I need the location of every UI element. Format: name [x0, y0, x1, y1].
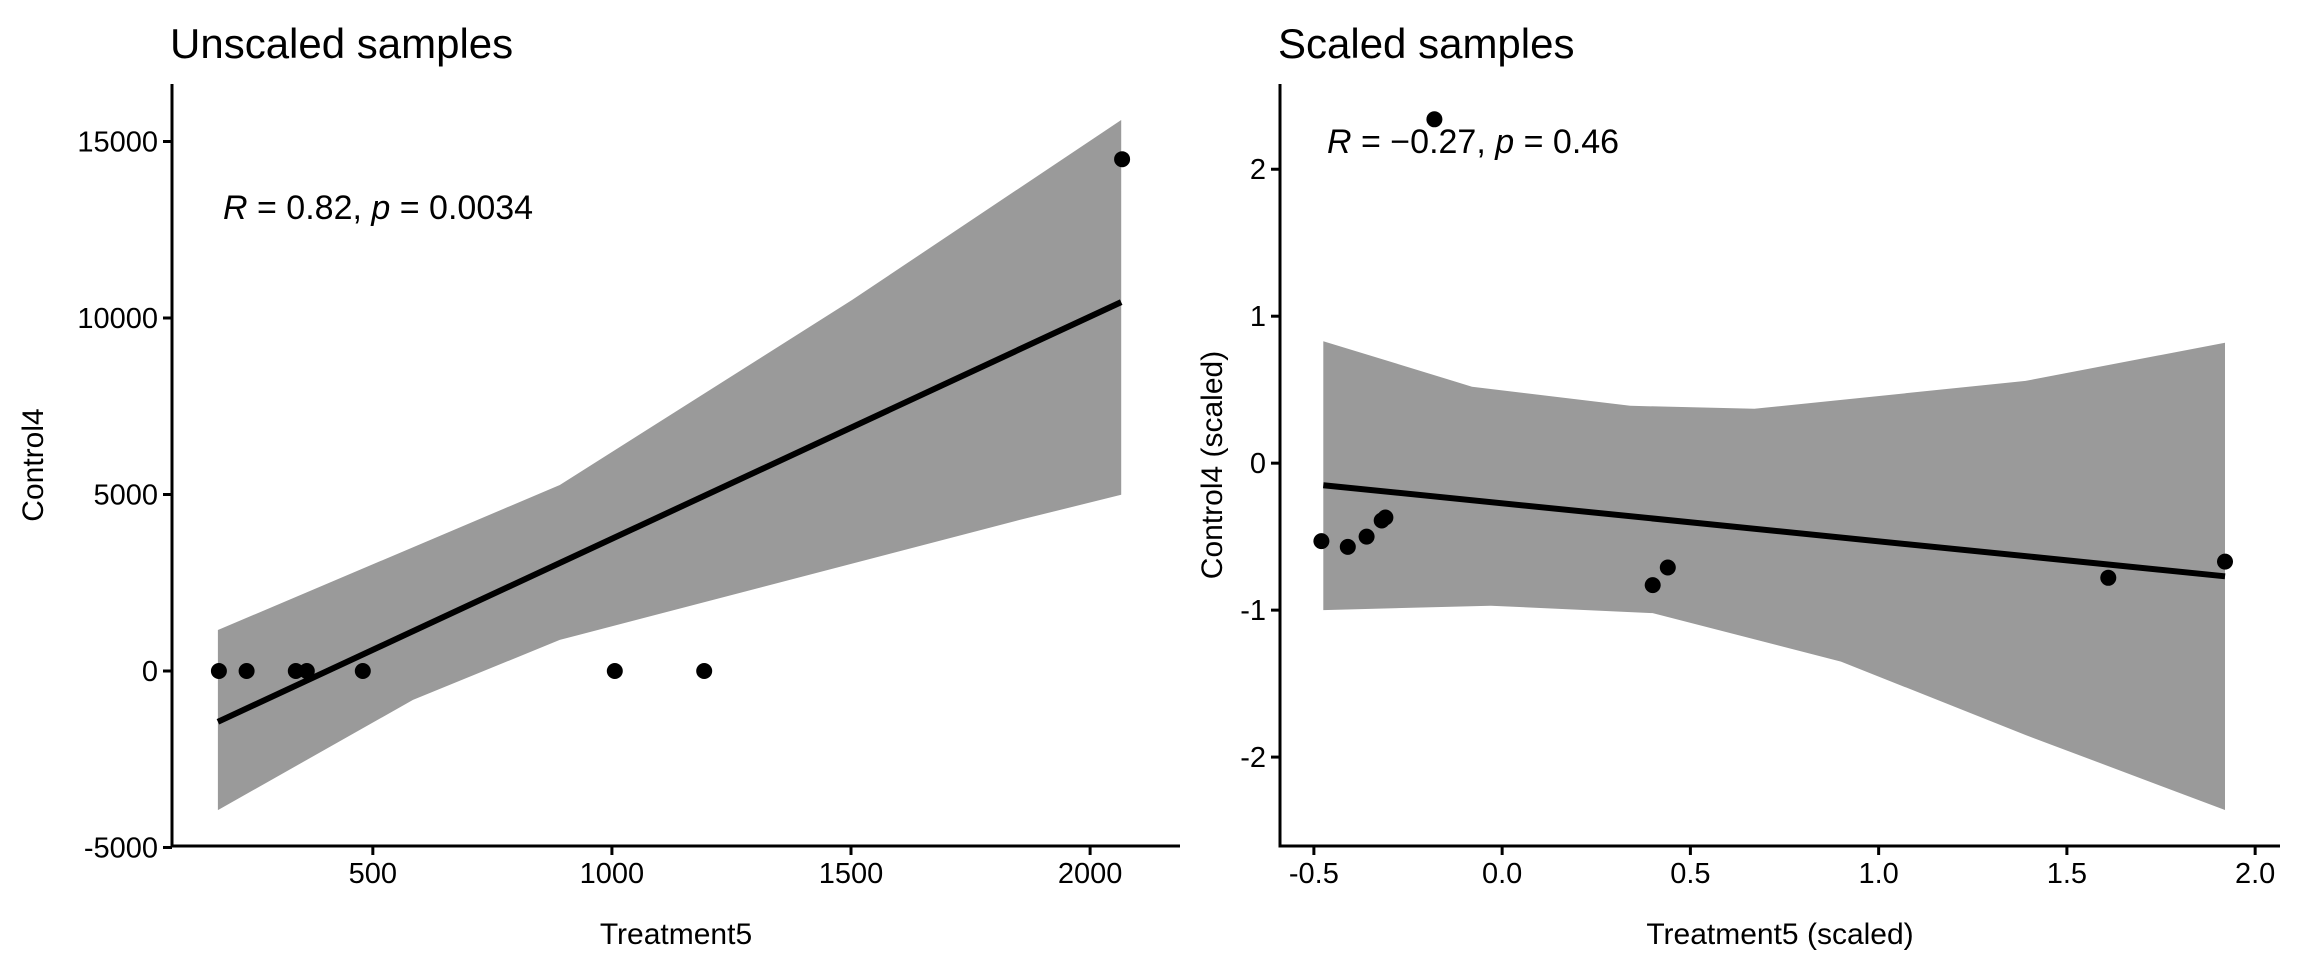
y-tick-label: 5000	[93, 479, 158, 511]
p-value: = 0.0034	[390, 189, 534, 227]
data-point	[1313, 533, 1330, 550]
data-point	[298, 663, 315, 679]
correlation-annotation-scaled: R = −0.27, p = 0.46	[1327, 123, 1619, 162]
r-value: = −0.27,	[1351, 123, 1496, 161]
y-tick-label: 1	[1250, 301, 1266, 333]
y-tick-label: 0	[1250, 448, 1266, 480]
data-point	[210, 663, 227, 679]
regression-line	[216, 299, 1123, 725]
x-tick-label: 500	[349, 858, 397, 890]
y-tick-label: 10000	[77, 303, 158, 335]
x-tick-label: 0.0	[1482, 858, 1522, 890]
data-point	[1659, 559, 1676, 576]
x-axis-title-unscaled: Treatment5	[599, 918, 753, 951]
y-tick-label: 2	[1250, 154, 1266, 186]
data-point	[1114, 151, 1131, 168]
data-point	[606, 663, 623, 679]
y-tick-label: 15000	[77, 127, 158, 159]
data-point	[1426, 111, 1443, 128]
plot-title-scaled: Scaled samples	[1278, 20, 1575, 67]
data-point	[1644, 577, 1661, 594]
y-tick-label: -1	[1240, 595, 1266, 627]
x-tick-label: 1.0	[1858, 858, 1898, 890]
x-tick-label: 2000	[1058, 858, 1123, 890]
p-symbol: p	[371, 189, 391, 227]
regression-line	[1322, 482, 2226, 580]
x-tick-label: 2.0	[2235, 858, 2275, 890]
data-point	[287, 663, 304, 679]
y-tick-label: -2	[1240, 742, 1266, 774]
data-point	[2100, 569, 2117, 586]
data-point	[2217, 553, 2233, 570]
y-tick-label: -5000	[84, 832, 158, 864]
x-tick-label: 1500	[819, 858, 884, 890]
y-axis-title-scaled: Control4 (scaled)	[1196, 350, 1229, 580]
y-tick-label: 0	[142, 656, 158, 688]
p-symbol: p	[1495, 123, 1515, 161]
x-tick-label: 1.5	[2047, 858, 2087, 890]
data-point	[1339, 538, 1356, 555]
confidence-band	[1323, 341, 2225, 810]
data-point	[1358, 528, 1375, 545]
confidence-band	[217, 120, 1122, 811]
r-value: = 0.82,	[247, 189, 372, 227]
data-point	[696, 663, 713, 679]
data-point	[1377, 509, 1394, 526]
x-axis-title-scaled: Treatment5 (scaled)	[1646, 918, 1914, 951]
correlation-annotation-unscaled: R = 0.82, p = 0.0034	[223, 189, 533, 228]
p-value: = 0.46	[1514, 123, 1620, 161]
plot-title-unscaled: Unscaled samples	[170, 20, 514, 67]
data-point	[354, 663, 371, 679]
x-tick-label: 0.5	[1670, 858, 1710, 890]
x-tick-label: -0.5	[1289, 858, 1339, 890]
r-symbol: R	[1327, 123, 1352, 161]
x-tick-label: 1000	[580, 858, 645, 890]
y-axis-title-unscaled: Control4	[17, 408, 50, 522]
data-point	[238, 663, 255, 679]
r-symbol: R	[223, 189, 248, 227]
